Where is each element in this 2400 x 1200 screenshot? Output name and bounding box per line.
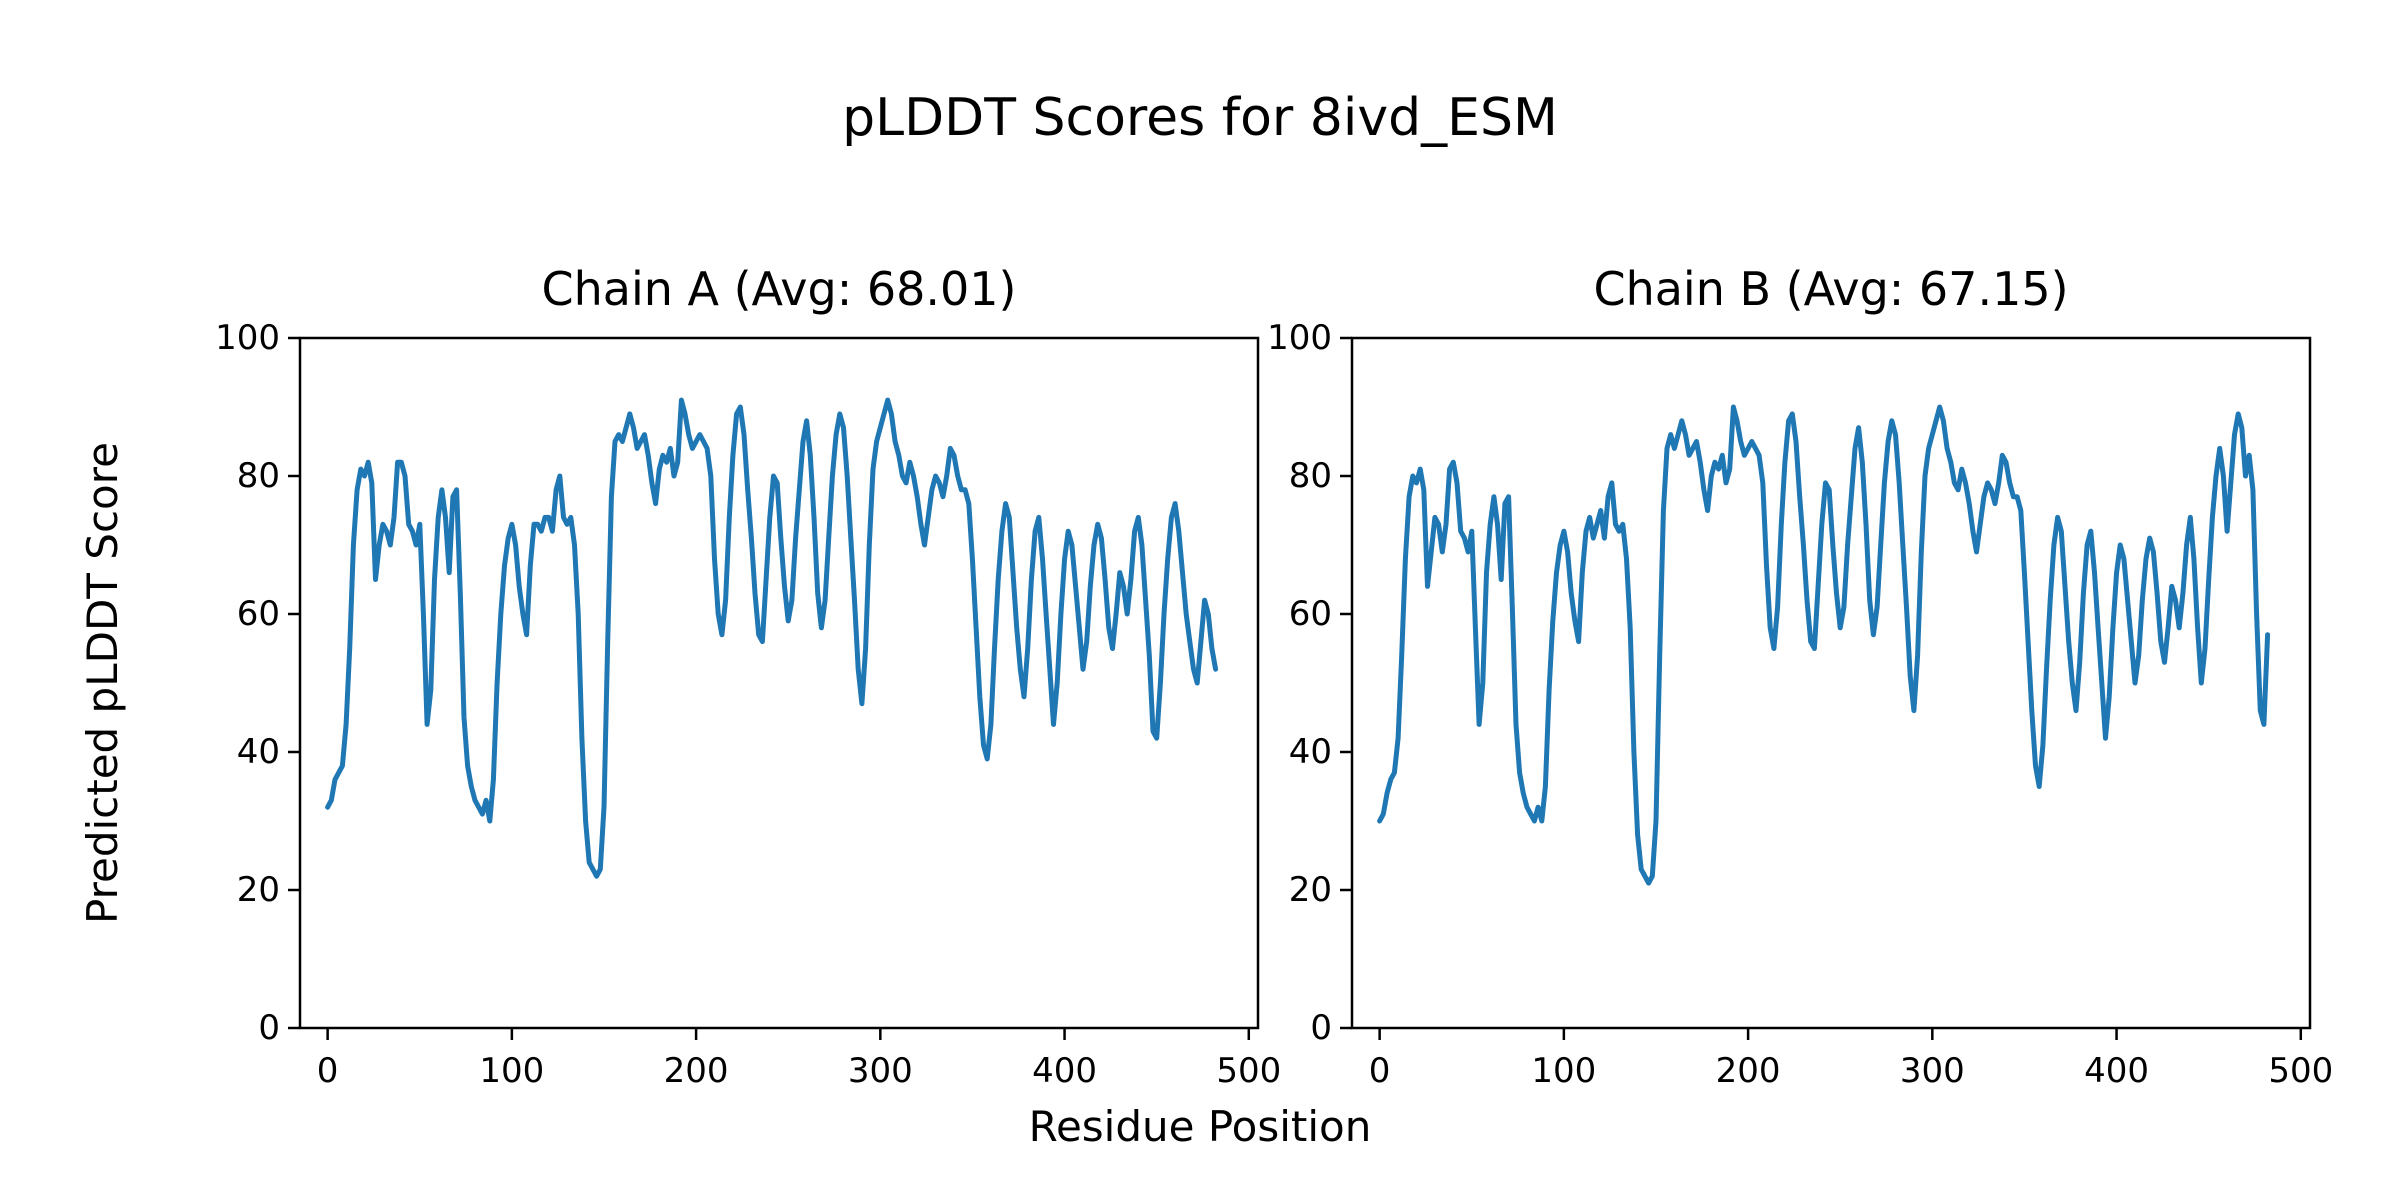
- y-tick-label: 40: [1288, 732, 1332, 772]
- chain-b-plot: [1340, 336, 2312, 1040]
- x-tick-label: 300: [1899, 1051, 1965, 1091]
- x-tick-label: 200: [663, 1051, 729, 1091]
- x-tick-label: 0: [1368, 1051, 1391, 1091]
- x-tick-label: 500: [1216, 1051, 1282, 1091]
- x-tick-label: 100: [1531, 1051, 1597, 1091]
- x-tick-label: 500: [2268, 1051, 2334, 1091]
- x-tick-label: 400: [2084, 1051, 2149, 1091]
- y-tick-label: 100: [215, 318, 280, 358]
- plddt-line-chain-a: [325, 397, 1219, 879]
- x-tick-label: 0: [316, 1051, 339, 1091]
- x-tick-label: 300: [847, 1051, 913, 1091]
- y-tick-label: 60: [236, 594, 280, 634]
- y-tick-label: 20: [1288, 870, 1332, 910]
- x-tick-label: 200: [1715, 1051, 1781, 1091]
- chain-a-plot: [288, 336, 1260, 1040]
- y-tick-label: 20: [236, 870, 280, 910]
- y-tick-label: 0: [1310, 1008, 1332, 1048]
- chain-b-title: Chain B (Avg: 67.15): [1593, 262, 2069, 316]
- y-tick-label: 60: [1288, 594, 1332, 634]
- figure-title: pLDDT Scores for 8ivd_ESM: [842, 88, 1558, 148]
- y-tick-label: 40: [236, 732, 280, 772]
- x-axis-label: Residue Position: [1028, 1102, 1372, 1151]
- y-tick-label: 80: [236, 456, 280, 496]
- y-tick-label: 0: [258, 1008, 280, 1048]
- y-tick-label: 80: [1288, 456, 1332, 496]
- y-tick-label: 100: [1267, 318, 1332, 358]
- axes-frame: [298, 336, 1260, 1030]
- x-tick-label: 100: [479, 1051, 545, 1091]
- chain-a-title: Chain A (Avg: 68.01): [541, 262, 1017, 316]
- plddt-line-chain-b: [1377, 404, 2271, 886]
- tick-marks: [288, 336, 1251, 1040]
- x-tick-label: 400: [1032, 1051, 1097, 1091]
- axes-frame: [1350, 336, 2312, 1030]
- tick-marks: [1340, 336, 2303, 1040]
